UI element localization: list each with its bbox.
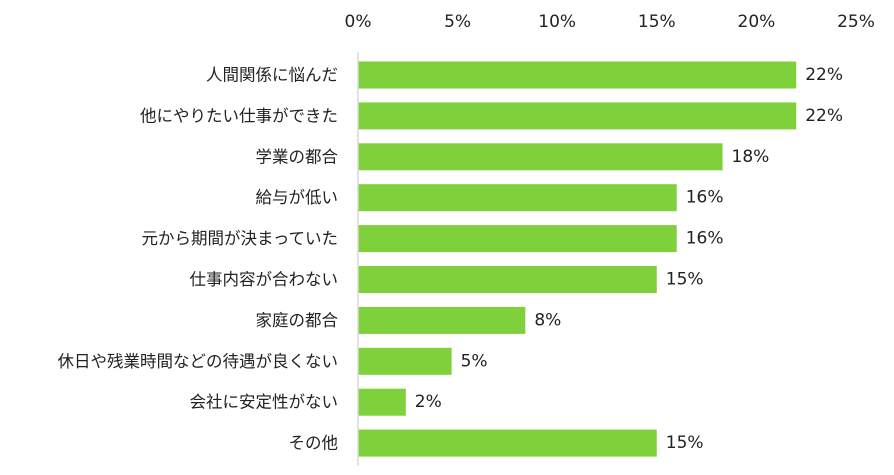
data-label: 8% [534, 310, 561, 330]
bar [358, 225, 677, 253]
category-label: 人間関係に悩んだ [206, 66, 338, 85]
bar [358, 61, 797, 89]
category-label: 他にやりたい仕事ができた [140, 106, 338, 125]
category-label: 学業の都合 [256, 147, 339, 166]
bar [358, 388, 406, 416]
data-label: 16% [686, 188, 724, 208]
category-label: 給与が低い [256, 188, 339, 207]
bar [358, 143, 723, 171]
bar [358, 102, 797, 130]
data-label: 15% [666, 270, 704, 290]
category-label: 休日や残業時間などの待遇が良くない [58, 352, 339, 371]
bar [358, 347, 452, 375]
data-label: 22% [805, 65, 843, 85]
data-label: 16% [686, 229, 724, 249]
bar [358, 429, 657, 457]
x-tick-label: 5% [444, 12, 471, 32]
x-tick-label: 10% [538, 12, 576, 32]
category-label: 元から期間が決まっていた [141, 229, 338, 248]
data-label: 15% [666, 433, 704, 453]
bars [358, 61, 797, 457]
data-label: 22% [805, 106, 843, 126]
category-labels: 人間関係に悩んだ他にやりたい仕事ができた学業の都合給与が低い元から期間が決まって… [58, 66, 339, 453]
x-tick-label: 15% [638, 12, 676, 32]
data-label: 2% [415, 392, 442, 412]
data-label: 18% [732, 147, 770, 167]
x-tick-label: 25% [837, 12, 875, 32]
x-tick-label: 0% [345, 12, 372, 32]
category-label: 仕事内容が合わない [190, 270, 339, 289]
bar [358, 266, 657, 293]
x-axis-ticks: 0% 5% 10% 15% 20% 25% [345, 12, 875, 32]
category-label: 会社に安定性がない [190, 393, 339, 412]
category-label: その他 [289, 434, 339, 453]
category-label: 家庭の都合 [256, 311, 339, 330]
bar [358, 184, 677, 212]
x-tick-label: 20% [738, 12, 776, 32]
data-labels: 22% 22% 18% 16% 16% 15% 8% 5% 2% 15% [415, 65, 843, 453]
bar [358, 306, 526, 334]
data-label: 5% [461, 351, 488, 371]
